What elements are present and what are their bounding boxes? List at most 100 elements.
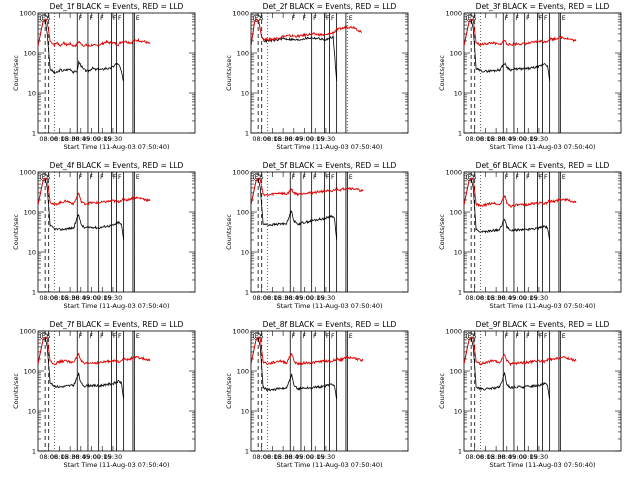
x-tick-label: 09:15 <box>306 453 325 461</box>
event-flag: F <box>79 174 83 181</box>
x-tick-label: 08:30 <box>61 135 80 143</box>
event-flag: E <box>562 333 566 340</box>
panel-title: Det_7f BLACK = Events, RED = LLD <box>50 320 184 329</box>
x-tick-label: 09:30 <box>317 135 336 143</box>
x-tick-label: 08:00 <box>39 453 58 461</box>
detector-panel: Det_2f BLACK = Events, RED = LLD 1 10 100 10… <box>225 2 409 151</box>
peak-circle-marker <box>252 14 261 22</box>
x-tick-label: 08:00 <box>465 294 484 302</box>
y-tick-label: 1 <box>458 289 462 297</box>
y-tick-label: 1 <box>245 289 249 297</box>
x-tick-label: 08:45 <box>497 135 516 143</box>
panel-title: Det_5f BLACK = Events, RED = LLD <box>263 161 397 170</box>
x-tick-label: 08:45 <box>284 135 303 143</box>
x-axis-label: Start Time (11-Aug-03 07:50:40) <box>63 302 169 310</box>
event-flag: F <box>515 174 519 181</box>
x-tick-label: 08:00 <box>252 135 271 143</box>
y-tick-label: 1000 <box>445 10 462 18</box>
events-series-line <box>463 177 550 241</box>
x-axis-label: Start Time (11-Aug-03 07:50:40) <box>489 302 595 310</box>
event-flag: E <box>255 174 259 181</box>
event-flag: S <box>260 15 264 22</box>
lld-series-line <box>37 336 151 366</box>
x-tick-label: 08:15 <box>476 294 495 302</box>
event-flag: E <box>42 15 46 22</box>
x-tick-label: 09:00 <box>82 294 101 302</box>
y-tick-label: 100 <box>450 209 462 217</box>
x-tick-label: 09:30 <box>530 135 549 143</box>
y-tick-label: 1 <box>245 130 249 138</box>
x-axis-label: Start Time (11-Aug-03 07:50:40) <box>489 143 595 151</box>
lld-series-line <box>250 336 364 366</box>
x-tick-label: 09:15 <box>519 453 538 461</box>
x-tick-label: 08:15 <box>263 135 282 143</box>
event-flag: F <box>539 333 543 340</box>
x-tick-label: 08:30 <box>61 294 80 302</box>
event-flag: F <box>539 174 543 181</box>
event-flag: E <box>562 15 566 22</box>
y-tick-label: 1000 <box>19 169 36 177</box>
x-tick-label: 08:30 <box>274 135 293 143</box>
event-flag: E <box>255 333 259 340</box>
x-tick-label: 08:15 <box>263 453 282 461</box>
event-flag: F <box>313 174 317 181</box>
event-flag: E <box>468 174 472 181</box>
y-tick-label: 1000 <box>232 169 249 177</box>
y-tick-label: 10 <box>454 408 462 416</box>
x-tick-label: 08:15 <box>476 453 495 461</box>
event-flag: F <box>292 174 296 181</box>
x-tick-label: 08:15 <box>50 135 69 143</box>
event-flag: F <box>313 333 317 340</box>
event-flag: F <box>100 174 104 181</box>
event-flag: F <box>326 15 330 22</box>
x-tick-label: 09:15 <box>306 135 325 143</box>
event-flag: F <box>302 174 306 181</box>
event-flag: E <box>349 15 353 22</box>
x-tick-label: 09:15 <box>93 294 112 302</box>
event-flag: F <box>326 333 330 340</box>
panel-title: Det_2f BLACK = Events, RED = LLD <box>263 2 397 11</box>
event-flag: F <box>292 15 296 22</box>
y-tick-label: 100 <box>237 209 249 217</box>
x-tick-label: 08:30 <box>274 294 293 302</box>
panel-title: Det_4f BLACK = Events, RED = LLD <box>50 161 184 170</box>
x-tick-label: 08:45 <box>284 453 303 461</box>
event-flag: F <box>118 15 122 22</box>
x-tick-label: 08:00 <box>252 294 271 302</box>
y-tick-label: 10 <box>241 90 249 98</box>
event-flag: E <box>468 333 472 340</box>
event-flag: F <box>539 15 543 22</box>
event-flag: F <box>89 333 93 340</box>
panel-title: Det_8f BLACK = Events, RED = LLD <box>263 320 397 329</box>
event-flag: F <box>544 333 548 340</box>
lld-series-line <box>37 18 151 48</box>
x-tick-label: 09:30 <box>104 135 123 143</box>
event-flag: E <box>255 15 259 22</box>
y-tick-label: 10 <box>28 408 36 416</box>
event-flag: S <box>473 333 477 340</box>
x-tick-label: 09:30 <box>530 294 549 302</box>
y-tick-label: 100 <box>237 368 249 376</box>
y-tick-label: 1 <box>32 130 36 138</box>
x-tick-label: 09:15 <box>306 294 325 302</box>
detector-panel: Det_5f BLACK = Events, RED = LLD 1 10 100 10… <box>225 161 409 310</box>
events-series-line <box>250 177 337 241</box>
y-tick-label: 100 <box>24 368 36 376</box>
y-axis-label: Counts/sec <box>438 373 446 409</box>
y-tick-label: 1000 <box>445 328 462 336</box>
event-flag: F <box>100 15 104 22</box>
x-tick-label: 09:30 <box>530 453 549 461</box>
event-flag: F <box>526 15 530 22</box>
y-tick-label: 100 <box>24 209 36 217</box>
lld-series-line <box>463 177 577 208</box>
lld-series-line <box>37 177 151 207</box>
x-tick-label: 09:00 <box>508 135 527 143</box>
x-axis-label: Start Time (11-Aug-03 07:50:40) <box>63 143 169 151</box>
event-flag: S <box>260 333 264 340</box>
x-tick-label: 08:45 <box>71 453 90 461</box>
event-flag: F <box>302 15 306 22</box>
y-tick-label: 1 <box>245 448 249 456</box>
event-flag: E <box>349 174 353 181</box>
y-tick-label: 1 <box>32 289 36 297</box>
event-flag: E <box>562 174 566 181</box>
